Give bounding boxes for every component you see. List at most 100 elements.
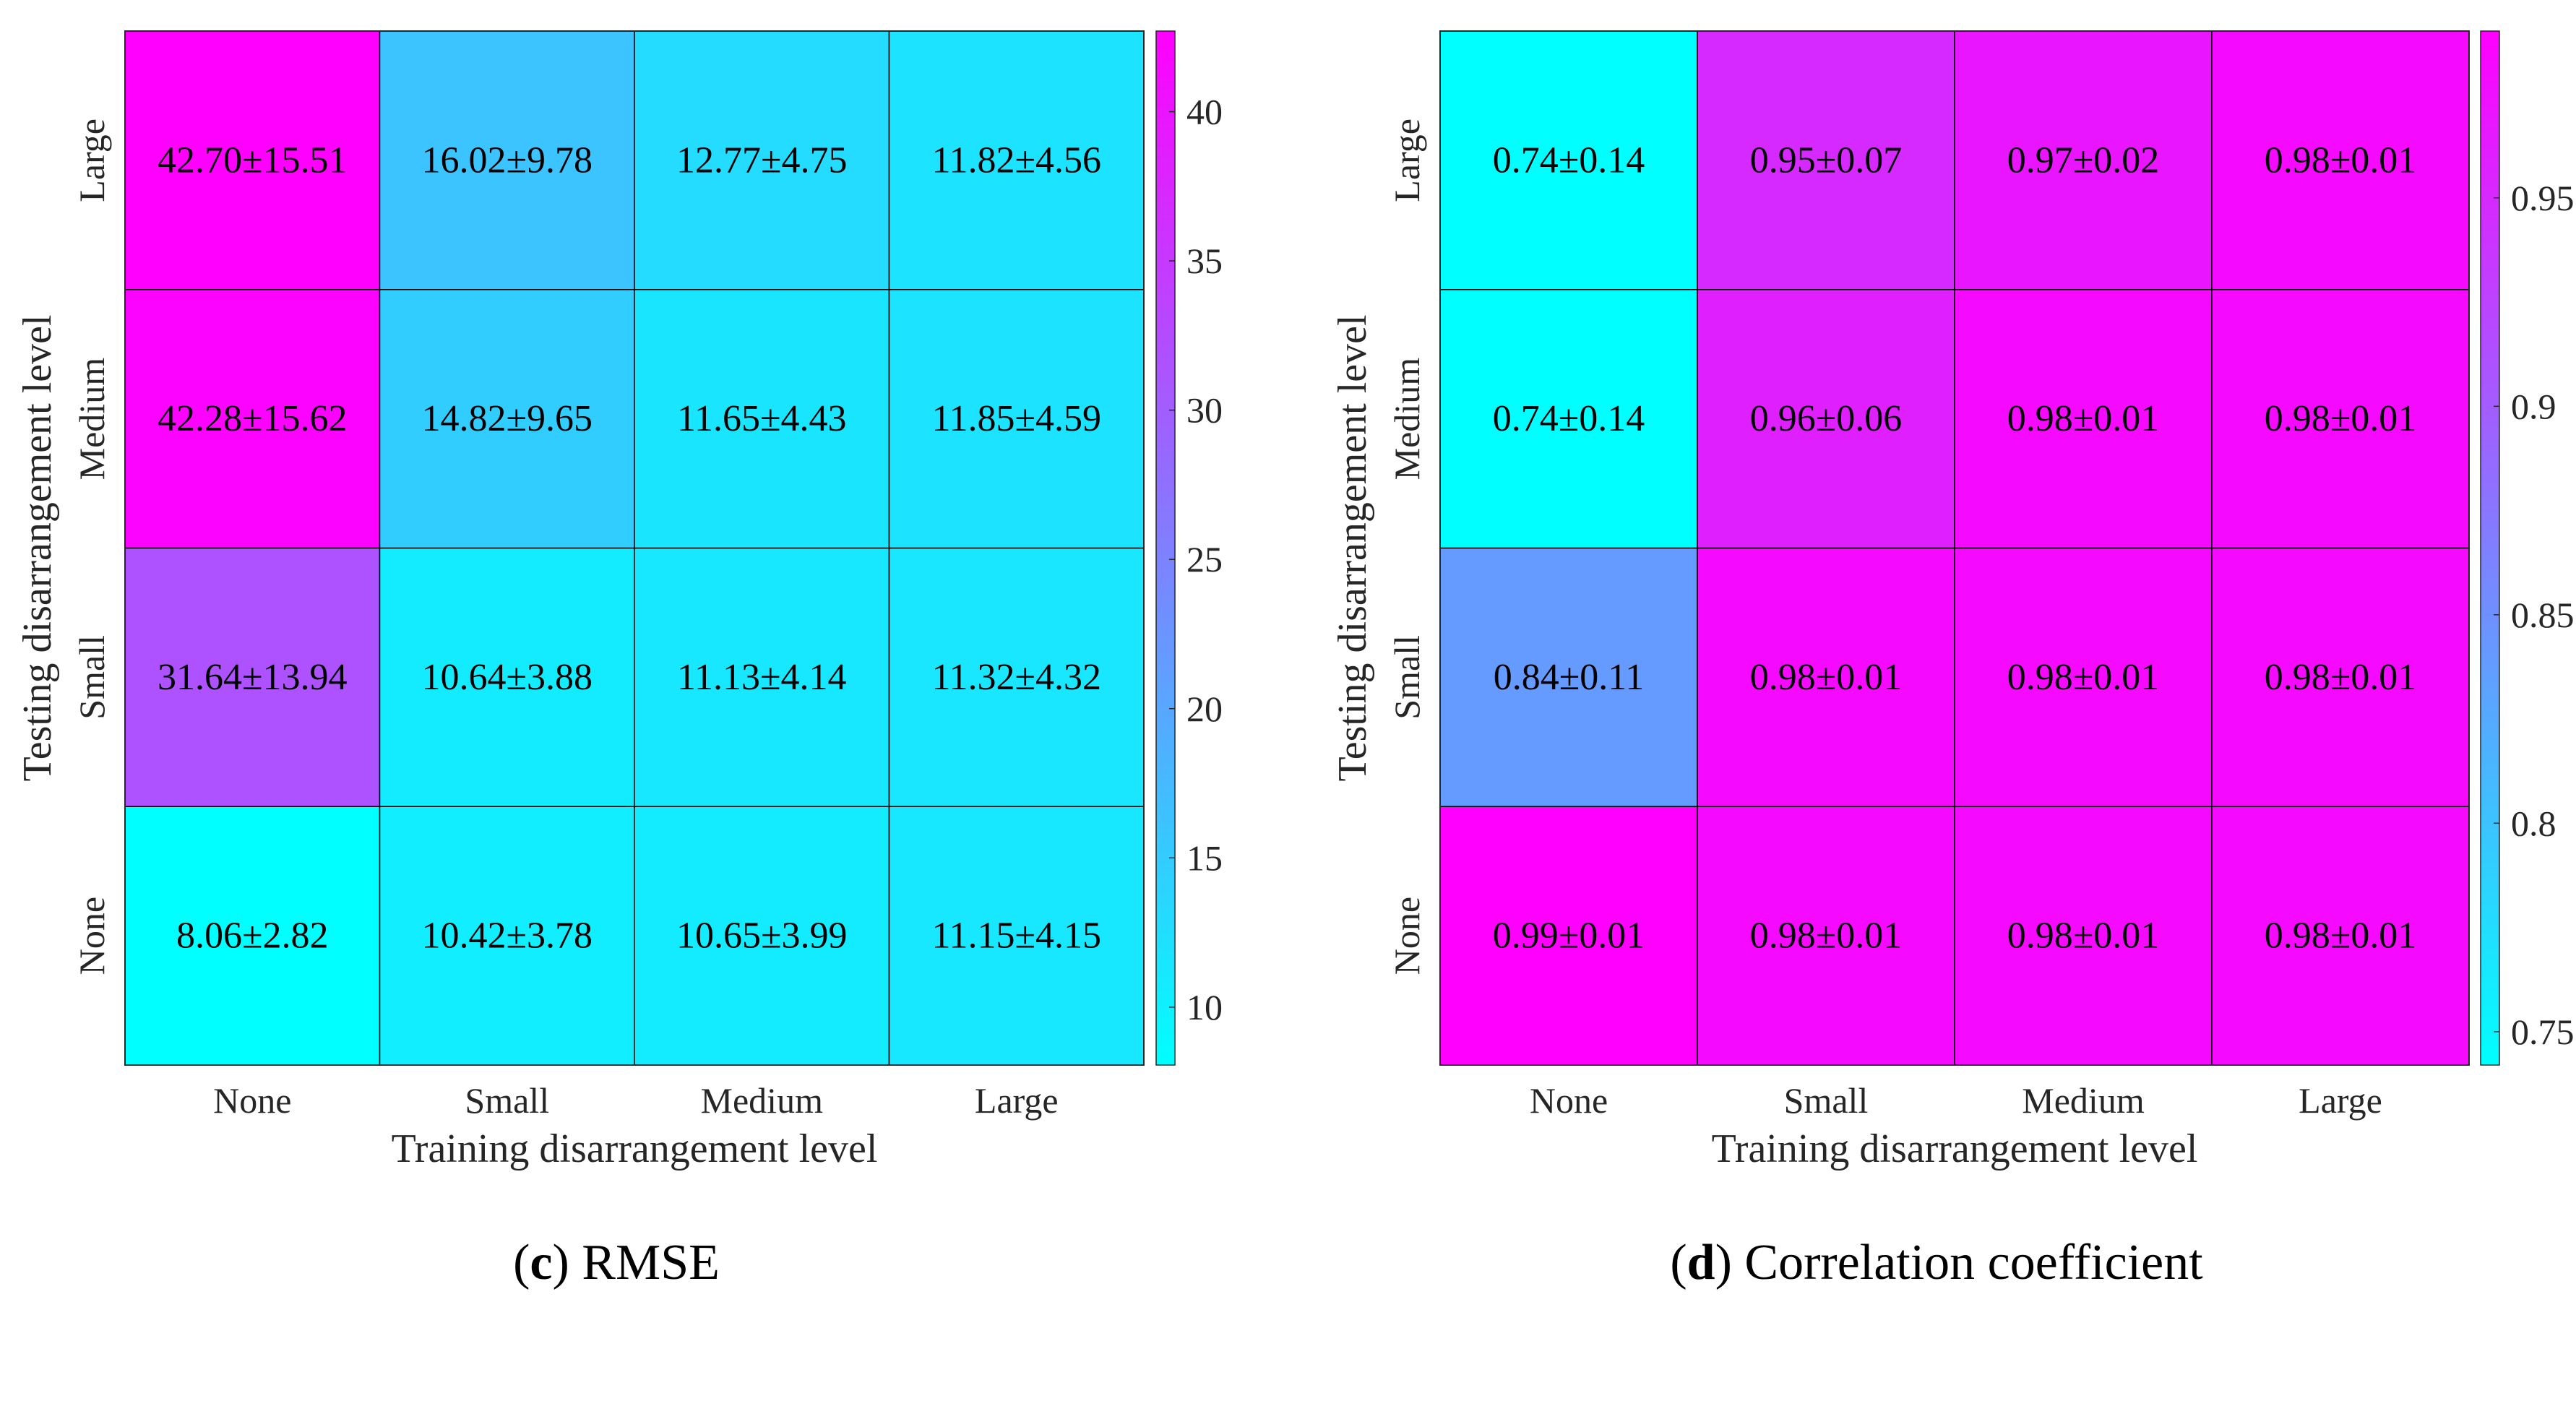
caption-letter: d bbox=[1687, 1235, 1715, 1290]
y-tick-label: Large bbox=[1387, 118, 1427, 202]
heatmap-cell bbox=[888, 547, 1145, 807]
heatmap-cell bbox=[1697, 806, 1955, 1066]
heatmap-cell bbox=[888, 806, 1145, 1066]
heatmap-cell bbox=[1439, 30, 1698, 290]
cell-label: 0.98±0.01 bbox=[1750, 915, 1903, 957]
x-axis-label: Training disarrangement level bbox=[1712, 1126, 2198, 1171]
colorbar-tick-label: 0.75 bbox=[2511, 1012, 2575, 1052]
cell-label: 0.98±0.01 bbox=[2007, 915, 2160, 957]
panel-caption: (c) RMSE bbox=[513, 1235, 720, 1290]
x-tick-label: None bbox=[1530, 1080, 1608, 1121]
x-tick-label: Small bbox=[1784, 1080, 1869, 1121]
colorbar-tick-label: 35 bbox=[1186, 241, 1223, 281]
colorbar bbox=[2480, 30, 2500, 1066]
plot-frame bbox=[1439, 30, 2470, 1066]
cell-label: 0.98±0.01 bbox=[2007, 398, 2160, 439]
heatmap-cell bbox=[379, 806, 635, 1066]
cell-label: 10.42±3.78 bbox=[421, 915, 593, 957]
y-tick-label: Large bbox=[72, 118, 112, 202]
heatmap-cell bbox=[1697, 289, 1955, 549]
cell-label: 0.98±0.01 bbox=[2265, 657, 2417, 698]
colorbar-tick-label: 25 bbox=[1186, 539, 1223, 579]
cell-label: 42.70±15.51 bbox=[158, 139, 348, 181]
caption-text: RMSE bbox=[569, 1235, 720, 1290]
cell-label: 11.82±4.56 bbox=[931, 139, 1101, 181]
heatmap-cell bbox=[1439, 547, 1698, 807]
x-tick-label: Large bbox=[2299, 1080, 2382, 1121]
y-tick-label: None bbox=[1387, 897, 1427, 975]
cell-label: 0.98±0.01 bbox=[2265, 398, 2417, 439]
cell-label: 0.84±0.11 bbox=[1494, 657, 1645, 698]
cell-label: 8.06±2.82 bbox=[176, 915, 329, 957]
cell-label: 0.98±0.01 bbox=[2265, 915, 2417, 957]
y-tick-label: Small bbox=[1387, 635, 1427, 720]
heatmap-cell bbox=[634, 30, 890, 290]
heatmap-cell bbox=[888, 289, 1145, 549]
heatmap-cell bbox=[1439, 806, 1698, 1066]
x-tick-label: Large bbox=[975, 1080, 1059, 1121]
x-tick-label: Medium bbox=[2022, 1080, 2145, 1121]
x-tick-label: None bbox=[213, 1080, 291, 1121]
cell-label: 0.97±0.02 bbox=[2007, 139, 2160, 181]
y-axis-label: Testing disarrangement level bbox=[15, 314, 60, 781]
plot-frame bbox=[124, 30, 1145, 1066]
heatmap-cell bbox=[1954, 806, 2213, 1066]
cell-label: 14.82±9.65 bbox=[421, 398, 593, 439]
cell-label: 11.65±4.43 bbox=[677, 398, 847, 439]
cell-label: 11.85±4.59 bbox=[931, 398, 1101, 439]
cell-label: 0.95±0.07 bbox=[1750, 139, 1903, 181]
heatmap-cell bbox=[124, 547, 381, 807]
heatmap-cell bbox=[1954, 547, 2213, 807]
colorbar-tick-label: 10 bbox=[1186, 987, 1223, 1027]
rmse-heatmap-panel: 8.06±2.82 10.42±3.78 10.65±3.99 11.15±4.15 3… bbox=[15, 30, 1223, 1290]
colorbar-tick-label: 0.9 bbox=[2511, 386, 2556, 426]
y-tick-label: Medium bbox=[72, 358, 112, 480]
caption-paren-open: ( bbox=[1670, 1235, 1687, 1290]
x-tick-label: Small bbox=[465, 1080, 549, 1121]
cell-label: 12.77±4.75 bbox=[676, 139, 848, 181]
heatmap-cell bbox=[1439, 289, 1698, 549]
x-axis-label: Training disarrangement level bbox=[392, 1126, 878, 1171]
cell-label: 0.74±0.14 bbox=[1493, 398, 1645, 439]
y-axis-label: Testing disarrangement level bbox=[1330, 314, 1375, 781]
cell-label: 0.98±0.01 bbox=[2007, 657, 2160, 698]
colorbar-tick-label: 0.85 bbox=[2511, 595, 2575, 635]
colorbar bbox=[1155, 30, 1176, 1066]
heatmap-cell bbox=[124, 30, 381, 290]
heatmap-cell bbox=[379, 547, 635, 807]
cell-label: 0.98±0.01 bbox=[2265, 139, 2417, 181]
colorbar-tick-label: 0.8 bbox=[2511, 803, 2556, 843]
cell-label: 11.15±4.15 bbox=[931, 915, 1101, 957]
cell-label: 0.99±0.01 bbox=[1493, 915, 1645, 957]
cell-label: 0.96±0.06 bbox=[1750, 398, 1903, 439]
x-tick-label: Medium bbox=[701, 1080, 824, 1121]
cell-label: 11.32±4.32 bbox=[931, 657, 1101, 698]
heatmap-cell bbox=[379, 289, 635, 549]
colorbar-tick-label: 0.95 bbox=[2511, 178, 2575, 218]
y-tick-label: None bbox=[72, 897, 112, 975]
panel-caption: (d) Correlation coefficient bbox=[1670, 1235, 2203, 1290]
cell-label: 16.02±9.78 bbox=[421, 139, 593, 181]
caption-paren-open: ( bbox=[513, 1235, 530, 1290]
colorbar-tick-label: 30 bbox=[1186, 390, 1223, 431]
cell-label: 0.74±0.14 bbox=[1493, 139, 1645, 181]
heatmap-cell bbox=[888, 30, 1145, 290]
y-tick-label: Small bbox=[72, 635, 112, 720]
colorbar-tick-label: 15 bbox=[1186, 837, 1223, 878]
caption-letter: c bbox=[530, 1235, 552, 1290]
caption-paren-close: ) bbox=[552, 1235, 569, 1290]
cell-label: 0.98±0.01 bbox=[1750, 657, 1903, 698]
colorbar-tick-label: 40 bbox=[1186, 92, 1223, 132]
cell-label: 31.64±13.94 bbox=[158, 657, 348, 698]
cell-label: 42.28±15.62 bbox=[158, 398, 348, 439]
correlation-heatmap-panel: 0.99±0.01 0.98±0.01 0.98±0.01 0.98±0.01 0.84… bbox=[1330, 30, 2575, 1290]
caption-paren-close: ) bbox=[1715, 1235, 1732, 1290]
colorbar-tick-label: 20 bbox=[1186, 689, 1223, 729]
cell-label: 11.13±4.14 bbox=[677, 657, 847, 698]
heatmap-cell bbox=[2211, 547, 2470, 807]
heatmap-cell bbox=[124, 806, 381, 1066]
caption-text: Correlation coefficient bbox=[1732, 1235, 2203, 1290]
heatmap-cell bbox=[2211, 30, 2470, 290]
cell-label: 10.64±3.88 bbox=[421, 657, 593, 698]
